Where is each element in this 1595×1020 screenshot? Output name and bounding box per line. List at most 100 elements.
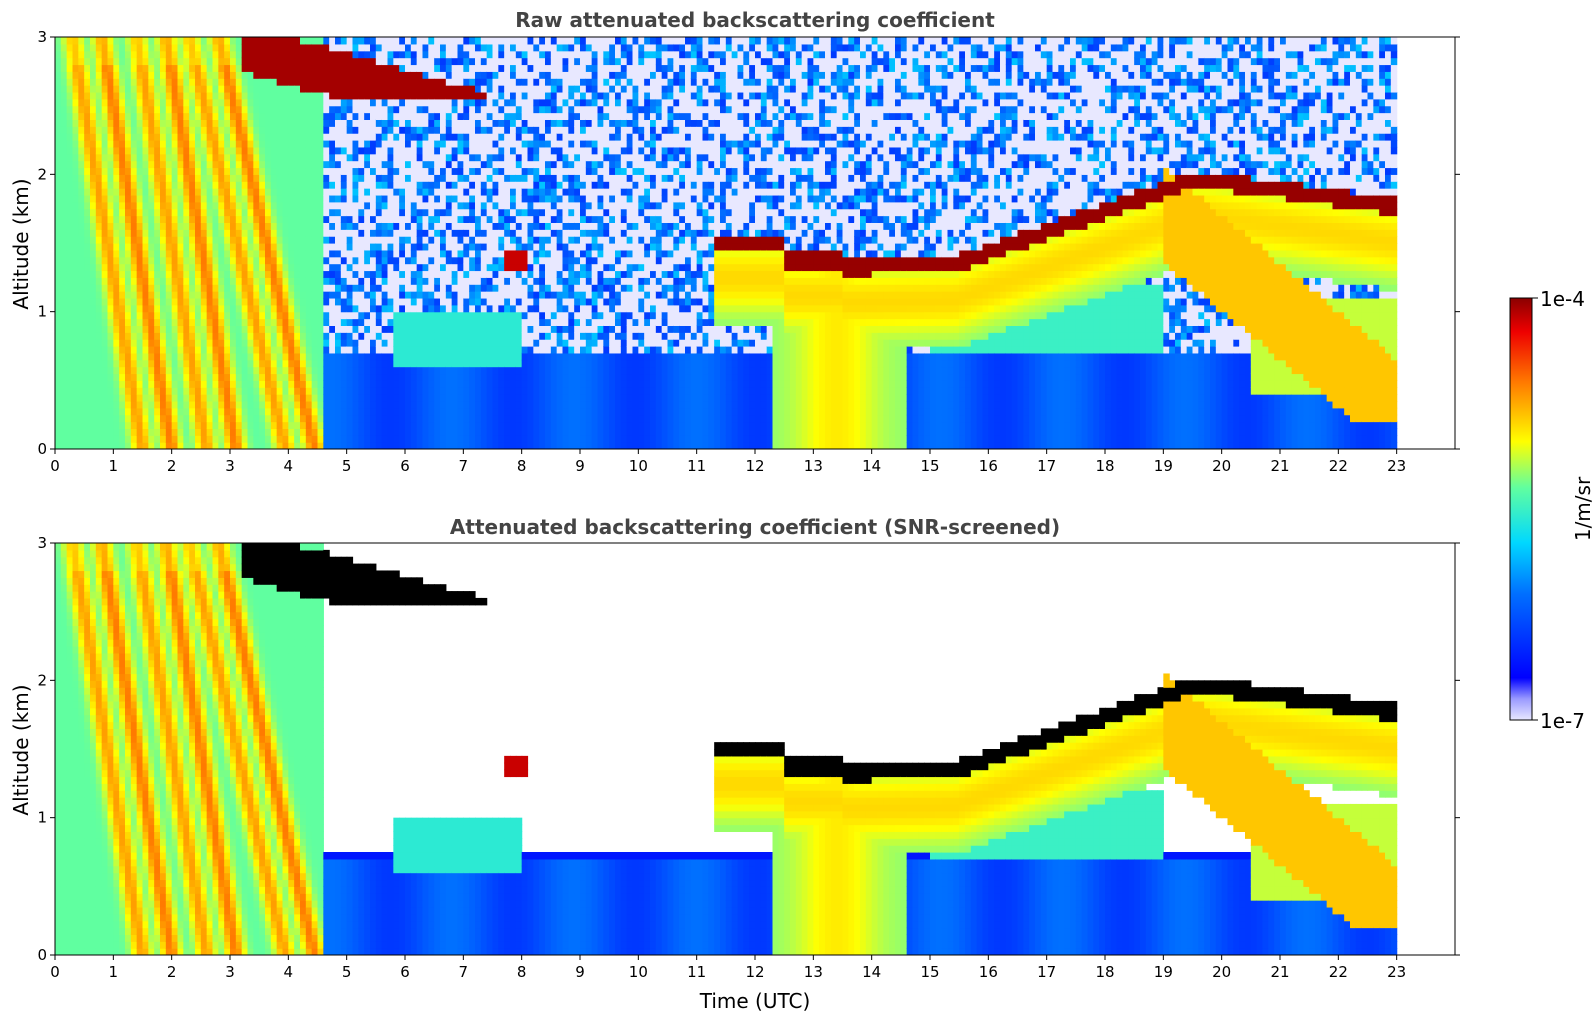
heat-cell [335,188,342,196]
heat-cell [200,50,208,59]
heat-cell [405,428,412,436]
heat-cell [521,414,529,423]
heat-cell [498,270,505,278]
heat-cell [475,167,482,175]
heat-cell [288,311,295,320]
heat-cell [230,64,237,72]
heat-cell [276,297,284,306]
heat-cell [66,50,74,59]
heat-cell [90,201,97,210]
heat-cell [195,387,202,395]
heat-cell [60,119,68,127]
heat-cell [358,91,365,100]
heat-cell [90,78,97,86]
heat-cell [241,400,249,409]
heat-cell [78,133,85,141]
heat-cell [130,153,138,162]
heat-cell [270,394,278,402]
heat-cell [142,297,149,306]
heat-cell [113,256,120,265]
heat-cell [218,153,225,162]
heat-cell [486,249,494,258]
heat-cell [206,318,214,326]
heat-cell [136,428,144,436]
heat-cell [113,366,120,375]
heat-cell [276,201,284,210]
heat-cell [381,297,389,306]
heat-cell [410,208,418,217]
heat-cell [66,339,74,347]
heat-cell [317,256,324,265]
heat-cell [160,435,167,443]
heat-cell [130,181,138,189]
heat-cell [370,236,377,244]
heat-cell [445,325,453,333]
heat-cell [130,394,138,402]
heat-cell [218,85,225,93]
heat-cell [329,277,336,285]
heat-cell [230,332,237,340]
heat-cell [521,373,529,381]
heat-cell [410,153,418,162]
heat-cell [533,236,540,244]
heat-cell [72,215,79,223]
heat-cell [154,284,161,292]
heat-cell [200,57,208,66]
heat-cell [410,229,418,237]
heat-cell [60,421,68,429]
heat-cell [230,394,237,402]
heat-cell [107,421,114,429]
heat-cell [130,284,138,292]
heat-cell [416,133,424,141]
heat-cell [247,222,254,230]
heat-cell [72,78,79,86]
heat-cell [440,249,447,258]
heat-cell [311,236,319,244]
heat-cell [282,249,289,258]
heat-cell [422,105,429,114]
heat-cell [288,71,295,79]
heat-cell [160,112,167,120]
heat-cell [72,160,79,169]
heat-cell [475,236,482,244]
heat-cell [101,133,109,141]
heat-cell [317,421,324,429]
heat-cell [125,43,132,52]
heat-cell [405,394,412,402]
heat-cell [323,256,330,265]
heat-cell [492,297,499,306]
heat-cell [317,332,324,340]
heat-cell [358,98,365,107]
heat-cell [195,428,202,436]
heat-cell [469,174,476,182]
heat-cell [241,243,249,251]
heat-cell [212,126,219,134]
heat-cell [387,229,394,237]
heat-cell [247,407,254,416]
heat-cell [154,394,161,402]
heat-cell [66,229,74,237]
heat-cell [90,181,97,189]
heat-cell [165,71,173,79]
heat-cell [486,380,494,388]
heat-cell [504,380,511,388]
heat-cell [119,366,126,375]
heat-cell [521,270,529,278]
heat-cell [142,339,149,347]
heat-cell [434,112,441,120]
heat-cell [206,387,214,395]
heat-cell [393,50,400,59]
heat-cell [358,153,365,162]
heat-cell [113,181,120,189]
heat-cell [148,229,155,237]
heat-cell [276,373,284,381]
heat-cell [282,270,289,278]
heat-cell [235,346,243,354]
heat-cell [434,407,441,416]
heat-cell [370,188,377,196]
heat-cell [370,249,377,258]
heat-cell [422,78,429,86]
heat-cell [375,71,383,79]
heat-cell [55,43,62,52]
heat-cell [323,78,330,86]
